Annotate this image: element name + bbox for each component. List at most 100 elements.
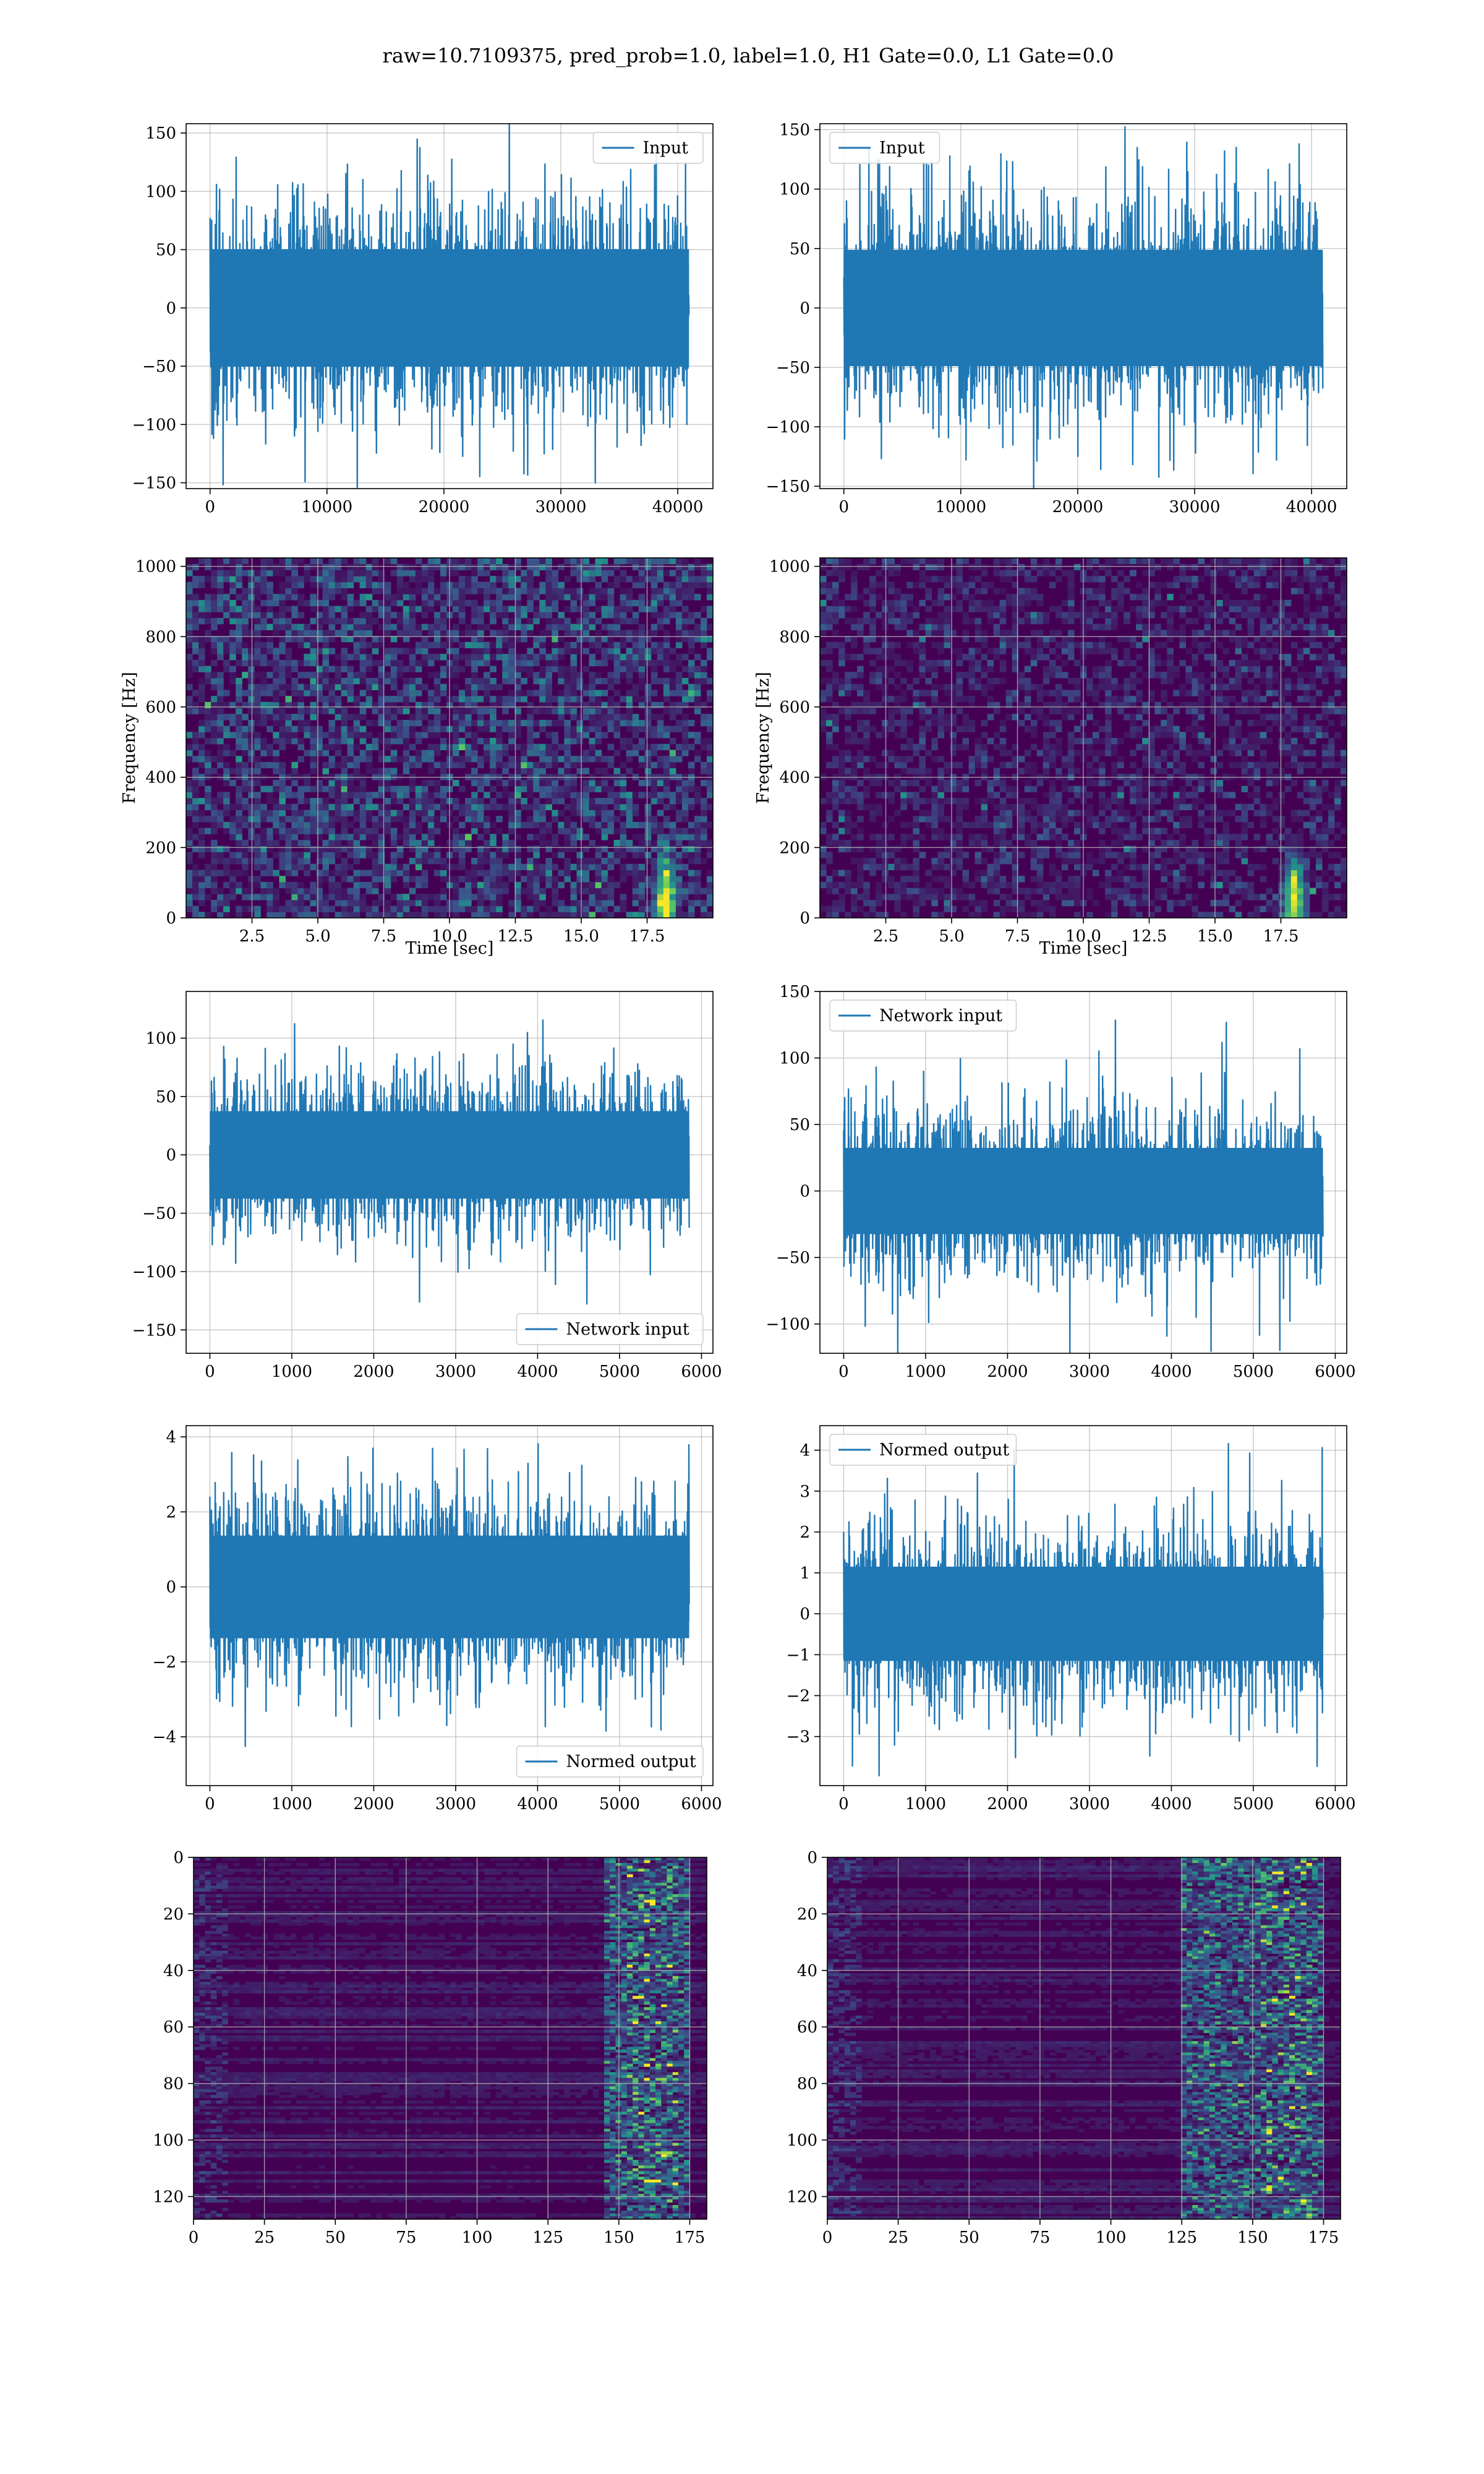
spectrogram-cell [236,570,242,576]
spectrogram-cell [626,821,633,829]
spectrogram-cell [650,905,658,912]
spectrogram-cell [626,599,633,607]
spectrogram-cell [310,785,317,792]
spectrogram-cell [248,630,255,636]
spectrogram-cell [638,870,646,876]
spectrogram-cell [217,858,224,865]
spectrogram-cell [396,732,404,738]
spectrogram-cell [694,708,701,714]
spectrogram-cell [968,618,976,625]
spectrogram-cell [950,839,957,847]
spectrogram-cell [589,863,596,870]
spectrogram-cell [496,630,503,636]
spectrogram-cell [267,839,273,847]
spectrogram-cell [335,785,342,792]
spectrogram-cell [620,666,627,672]
spectrogram-cell [328,594,336,601]
spectrogram-cell [993,912,1000,918]
spectrogram-cell [242,648,249,654]
spectrogram-cell [663,678,670,685]
spectrogram-cell [1018,756,1025,763]
y-tick-label: −100 [766,418,810,437]
spectrogram-cell [316,581,323,589]
spectrogram-cell [236,839,242,847]
spectrogram-cell [347,714,354,721]
spectrogram-cell [236,743,242,750]
spectrogram-cell [968,701,976,709]
spectrogram-cell [211,732,218,738]
spectrogram-cell [1024,648,1031,654]
spectrogram-cell [601,701,608,709]
spectrogram-cell [372,905,379,912]
spectrogram-cell [1036,834,1044,841]
spectrogram-cell [906,792,913,798]
spectrogram-cell [869,863,876,870]
spectrogram-cell [211,803,218,810]
spectrogram-cell [552,630,558,636]
spectrogram-cell [838,816,845,823]
spectrogram-cell [650,894,658,901]
spectrogram-cell [707,761,713,769]
spectrogram-cell [558,623,565,630]
spectrogram-cell [919,599,926,607]
spectrogram-cell [440,563,447,570]
spectrogram-cell [433,845,441,852]
spectrogram-cell [273,732,279,738]
spectrogram-cell [421,870,429,876]
spectrogram-cell [589,683,596,690]
spectrogram-cell [433,678,441,685]
spectrogram-cell [950,761,957,769]
spectrogram-cell [477,654,484,661]
spectrogram-cell [564,576,571,583]
spectrogram-cell [341,606,348,612]
spectrogram-cell [832,701,839,709]
spectrogram-cell [341,588,348,594]
spectrogram-cell [607,648,615,654]
spectrogram-cell [353,636,360,643]
spectrogram-cell [496,563,503,570]
spectrogram-cell [589,803,596,810]
spectrogram-cell [502,761,509,769]
spectrogram-cell [409,899,416,907]
spectrogram-cell [310,888,317,894]
spectrogram-cell [279,714,286,721]
spectrogram-cell [242,888,249,894]
spectrogram-cell [981,810,988,816]
spectrogram-cell [359,881,367,889]
spectrogram-cell [378,666,385,672]
spectrogram-cell [601,563,608,570]
spectrogram-cell [198,756,205,763]
spectrogram-cell [987,696,994,703]
spectrogram-cell [421,785,429,792]
spectrogram-cell [1005,810,1013,816]
spectrogram-cell [582,576,590,583]
spectrogram-cell [900,839,907,847]
spectrogram-cell [192,576,199,583]
spectrogram-cell [490,785,497,792]
spectrogram-cell [694,881,701,889]
spectrogram-cell [595,636,602,643]
spectrogram-cell [502,576,509,583]
spectrogram-cell [688,570,695,576]
spectrogram-cell [707,623,713,630]
spectrogram-cell [1024,636,1031,643]
spectrogram-cell [304,828,310,834]
spectrogram-cell [291,683,298,690]
spectrogram-cell [484,876,490,883]
spectrogram-cell [273,563,279,570]
spectrogram-cell [681,810,689,816]
spectrogram-cell [675,618,683,625]
spectrogram-cell [545,839,552,847]
spectrogram-cell [613,678,621,685]
spectrogram-cell [589,785,596,792]
figure-suptitle: raw=10.7109375, pred_prob=1.0, label=1.0… [383,44,1114,67]
spectrogram-cell [471,696,478,703]
spectrogram-cell [316,798,323,805]
spectrogram-cell [359,599,367,607]
spectrogram-cell [1049,756,1056,763]
spectrogram-cell [353,852,360,858]
spectrogram-cell [378,912,385,918]
spectrogram-cell [894,779,901,787]
spectrogram-cell [688,666,695,672]
spectrogram-cell [869,779,876,787]
